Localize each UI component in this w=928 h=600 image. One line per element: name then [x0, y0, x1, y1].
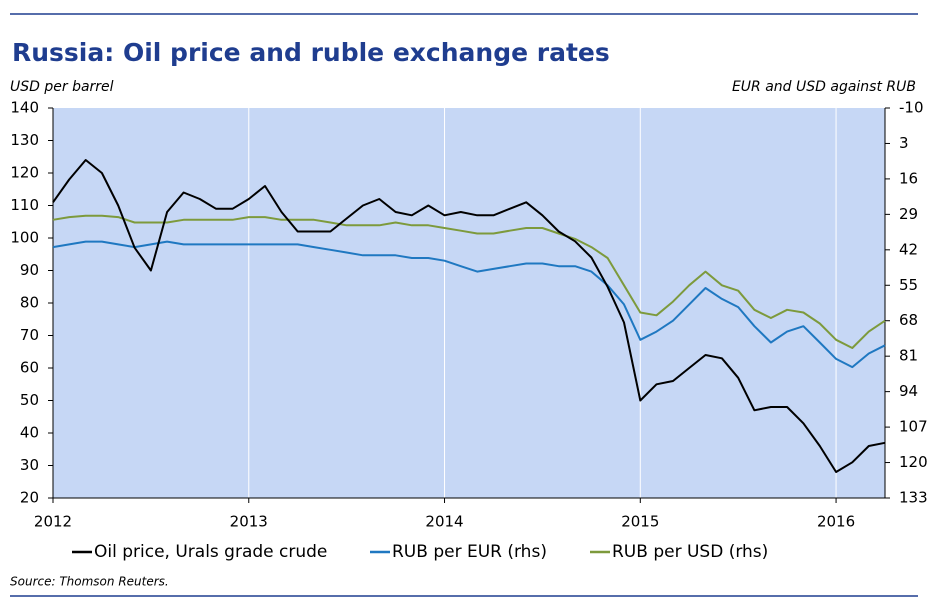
- y2-tick-label: 81: [899, 347, 918, 365]
- y-tick-label: 70: [20, 326, 39, 344]
- y-tick-label: 20: [20, 489, 39, 507]
- series-line: [52, 159, 886, 473]
- y-axis-label: USD per barrel: [10, 79, 114, 95]
- y-tick-label: 50: [20, 391, 39, 409]
- y-tick-label: 100: [10, 229, 39, 247]
- x-tick-label: 2012: [34, 513, 72, 531]
- y2-tick-label: 55: [899, 276, 918, 294]
- x-tick-label: 2014: [425, 513, 463, 531]
- y2-tick-label: -10: [899, 99, 924, 117]
- y2-tick-label: 94: [899, 382, 918, 400]
- y2-tick-label: 42: [899, 240, 918, 258]
- y-tick-label: 40: [20, 424, 39, 442]
- y-tick-label: 130: [10, 131, 39, 149]
- legend-label: Oil price, Urals grade crude: [94, 542, 327, 562]
- y2-tick-label: 3: [899, 134, 909, 152]
- x-tick-label: 2016: [817, 513, 855, 531]
- y2-tick-label: 120: [899, 453, 928, 471]
- plot-area: [53, 108, 885, 498]
- legend-label: RUB per EUR (rhs): [392, 542, 547, 562]
- y2-tick-label: 107: [899, 418, 928, 436]
- source: Source: Thomson Reuters.: [10, 575, 169, 589]
- y-tick-label: 80: [20, 294, 39, 312]
- y-tick-label: 90: [20, 261, 39, 279]
- y-tick-label: 60: [20, 359, 39, 377]
- chart-title: Russia: Oil price and ruble exchange rat…: [12, 38, 610, 67]
- x-tick-label: 2013: [230, 513, 268, 531]
- y2-tick-label: 29: [899, 205, 918, 223]
- y-tick-label: 120: [10, 164, 39, 182]
- x-tick-label: 2015: [621, 513, 659, 531]
- y2-tick-label: 68: [899, 311, 918, 329]
- y2-axis-label: EUR and USD against RUB: [732, 79, 916, 95]
- y2-tick-label: 16: [899, 169, 918, 187]
- y-tick-label: 30: [20, 456, 39, 474]
- y-tick-label: 140: [10, 99, 39, 117]
- series-line: [52, 240, 886, 369]
- y2-tick-label: 133: [899, 489, 928, 507]
- y-tick-label: 110: [10, 196, 39, 214]
- series-line: [52, 214, 886, 349]
- legend-label: RUB per USD (rhs): [612, 542, 768, 562]
